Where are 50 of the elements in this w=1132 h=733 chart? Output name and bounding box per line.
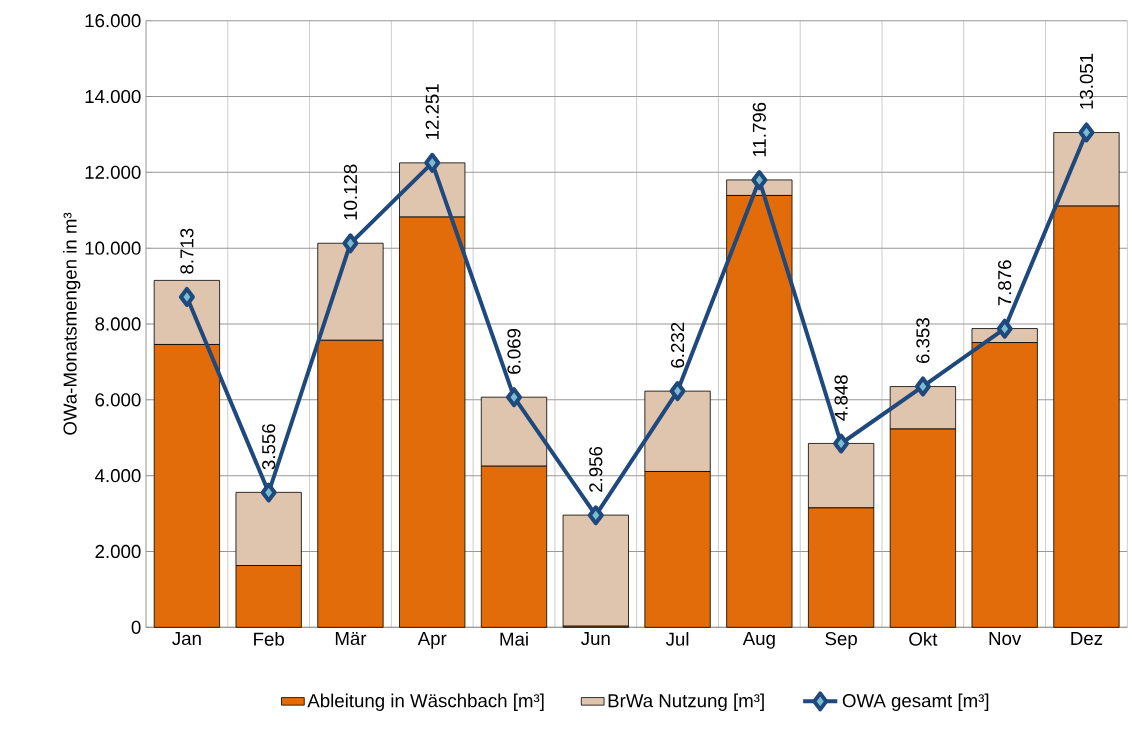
point	[506, 387, 522, 408]
x-tick-label: Dez	[1071, 631, 1103, 645]
data-label: 4.848	[834, 375, 848, 421]
x-tick-label: Jul	[665, 631, 689, 646]
data-label: 7.876	[998, 260, 1012, 306]
y-tick-label: 2.000	[95, 544, 141, 558]
point	[914, 376, 931, 397]
y-tick-label: 12.000	[85, 165, 141, 179]
y-tick-label: 6.000	[95, 393, 141, 407]
x-tick-label: Sep	[825, 631, 857, 649]
x-tick-label: Okt	[909, 631, 938, 646]
y-tick-label: 4.000	[95, 468, 141, 483]
y-tick-label: 16.000	[85, 13, 141, 28]
point	[996, 318, 1013, 339]
x-tick-label: Jun	[581, 631, 610, 645]
y-tick-label: 10.000	[85, 241, 141, 255]
x-tick-label: Jan	[172, 631, 201, 645]
data-label: 6.232	[670, 322, 685, 368]
point	[587, 505, 604, 526]
point	[424, 152, 441, 173]
point	[669, 380, 686, 401]
legend-label: Ableitung in Wäschbach [m³]	[307, 693, 544, 711]
bar	[562, 514, 629, 627]
data-label: 11.796	[752, 102, 766, 157]
data-label: 12.251	[425, 84, 439, 139]
data-label: 2.956	[589, 446, 603, 492]
point	[342, 233, 359, 254]
data-label: 13.051	[1079, 53, 1094, 109]
point	[1078, 122, 1095, 143]
x-tick-label: Feb	[254, 631, 284, 646]
point	[751, 169, 768, 190]
point	[178, 286, 195, 307]
data-label: 8.713	[180, 228, 194, 274]
x-tick-label: Aug	[742, 631, 775, 649]
y-axis-title: OWa-Monatsmengen in m³	[62, 212, 81, 435]
x-tick-label: Mär	[335, 631, 367, 645]
data-label: 3.556	[262, 424, 276, 470]
x-tick-label: Apr	[417, 631, 447, 649]
y-tick-label: 8.000	[95, 317, 141, 331]
data-label: 6.353	[916, 317, 930, 363]
legend-label: OWA gesamt [m³]	[842, 693, 989, 711]
x-tick-label: Nov	[989, 631, 1022, 645]
x-tick-label: Mai	[500, 631, 528, 646]
data-label: 10.128	[343, 164, 358, 220]
data-label: 6.069	[507, 328, 521, 374]
legend-label: BrWa Nutzung [m³]	[608, 693, 764, 711]
y-tick-label: 14.000	[85, 89, 141, 103]
point	[833, 433, 850, 454]
y-tick-label: 0	[131, 620, 141, 634]
point	[260, 482, 277, 503]
